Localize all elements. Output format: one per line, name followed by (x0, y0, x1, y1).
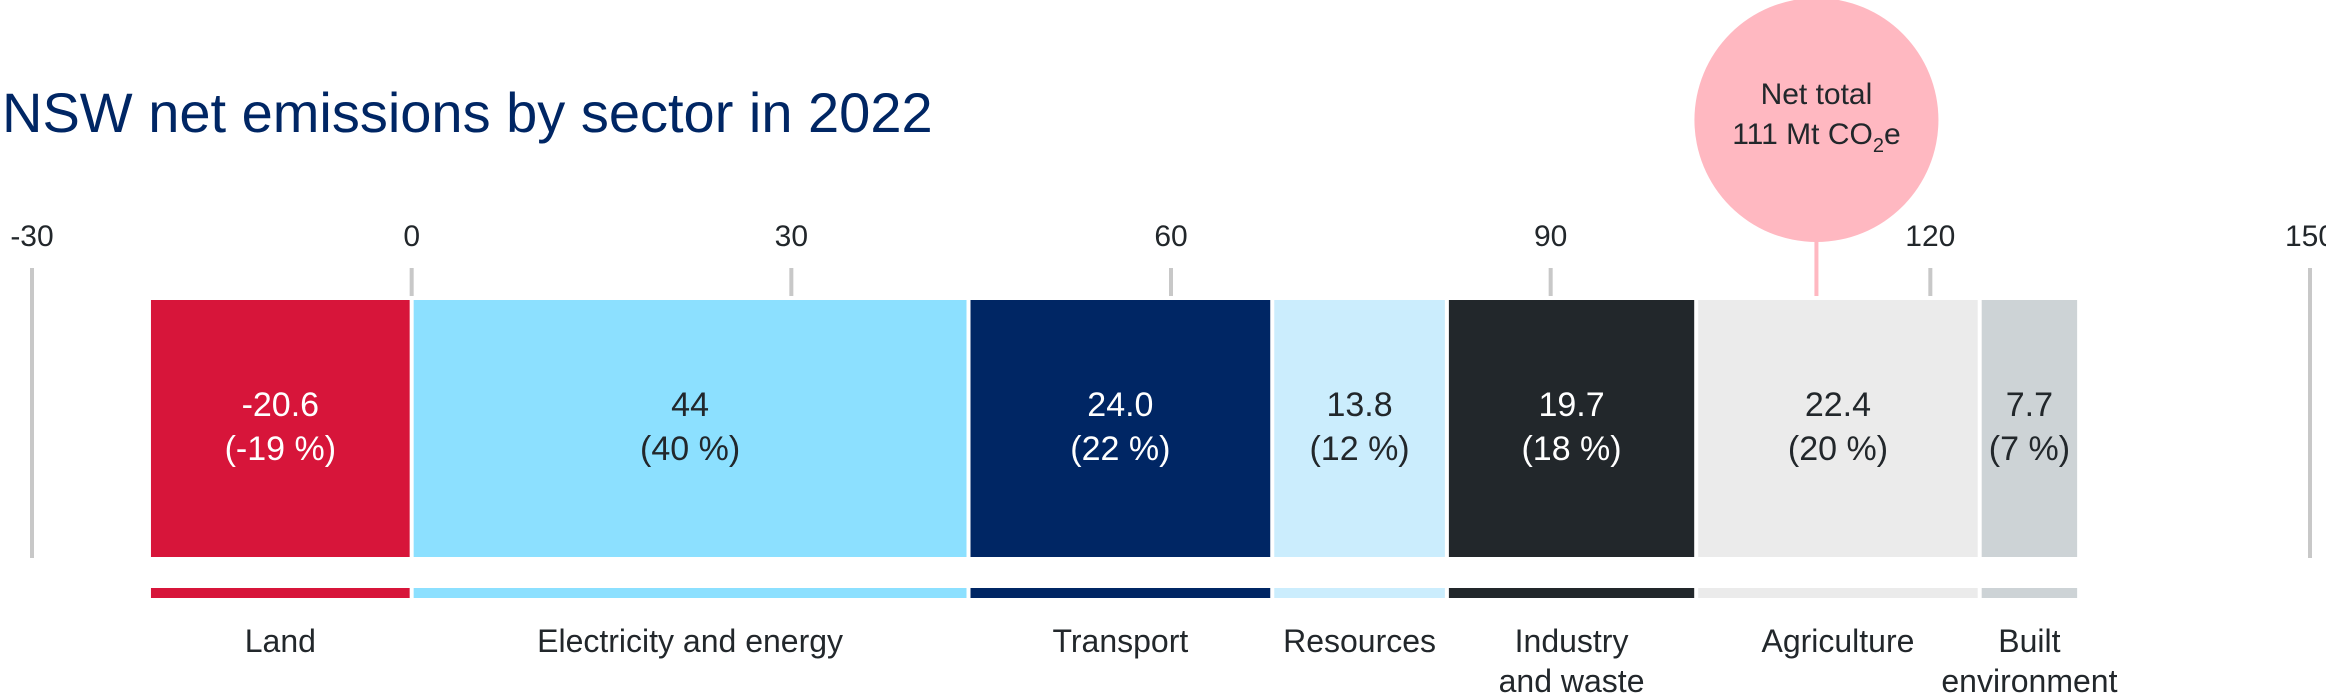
legend-swatch (1448, 588, 1695, 598)
bar-percent-label: (7 %) (1989, 430, 2070, 468)
legend-swatch (970, 588, 1271, 598)
bar-value-label: 22.4 (1805, 386, 1871, 424)
bar-value-label: -20.6 (242, 386, 320, 424)
category-label: and waste (1499, 663, 1645, 699)
bar-built-environment (1981, 300, 2078, 557)
legend-swatch (1981, 588, 2078, 598)
bar-percent-label: (18 %) (1521, 430, 1621, 468)
bar-industry-and-waste (1448, 300, 1695, 557)
legend-swatch (413, 588, 967, 598)
bar-value-label: 44 (671, 386, 709, 424)
x-tick-label: 90 (1534, 220, 1567, 253)
category-label: environment (1941, 663, 2117, 699)
x-tick-label: 60 (1154, 220, 1187, 253)
net-total-value: 111 Mt CO2e (1732, 118, 1900, 157)
net-total-circle (1694, 0, 1939, 242)
x-axis: -30 0 30 60 90 120 150 (10, 220, 2326, 558)
legend-swatch (1274, 588, 1445, 598)
bar-value-label: 19.7 (1538, 386, 1604, 424)
bar-value-label: 7.7 (2006, 386, 2053, 424)
category-label: Built (1998, 623, 2060, 659)
bar-percent-label: (22 %) (1070, 430, 1170, 468)
bars: -20.6 (-19 %) 44 (40 %) 24.0 (22 %) 13.8 (12 %)… (150, 300, 2078, 557)
legend-swatch (1698, 588, 1978, 598)
category-label: Resources (1283, 623, 1436, 659)
bar-percent-label: (20 %) (1788, 430, 1888, 468)
net-total-label: Net total (1761, 78, 1873, 111)
bar-transport (970, 300, 1271, 557)
category-legend: Land Electricity and energy Transport Resou… (150, 588, 2118, 699)
x-tick-label: 0 (403, 220, 420, 253)
category-label: Electricity and energy (537, 623, 843, 659)
bar-value-label: 24.0 (1087, 386, 1153, 424)
bar-electricity-and-energy (413, 300, 967, 557)
category-label: Transport (1053, 623, 1189, 659)
bar-resources (1274, 300, 1445, 557)
x-tick-label: -30 (10, 220, 53, 253)
bar-agriculture (1698, 300, 1978, 557)
bar-percent-label: (12 %) (1309, 430, 1409, 468)
bar-land (150, 300, 410, 557)
x-tick-label: 150 (2285, 220, 2326, 253)
bar-percent-label: (40 %) (640, 430, 740, 468)
chart-title: NSW net emissions by sector in 2022 (2, 81, 933, 144)
legend-swatch (150, 588, 410, 598)
net-total-marker: Net total 111 Mt CO2e (1694, 0, 1939, 296)
category-label: Land (245, 623, 316, 659)
category-label: Industry (1515, 623, 1629, 659)
x-tick-label: 120 (1905, 220, 1955, 253)
bar-value-label: 13.8 (1326, 386, 1392, 424)
category-label: Agriculture (1761, 623, 1914, 659)
bar-percent-label: (-19 %) (225, 430, 336, 468)
x-tick-label: 30 (775, 220, 808, 253)
